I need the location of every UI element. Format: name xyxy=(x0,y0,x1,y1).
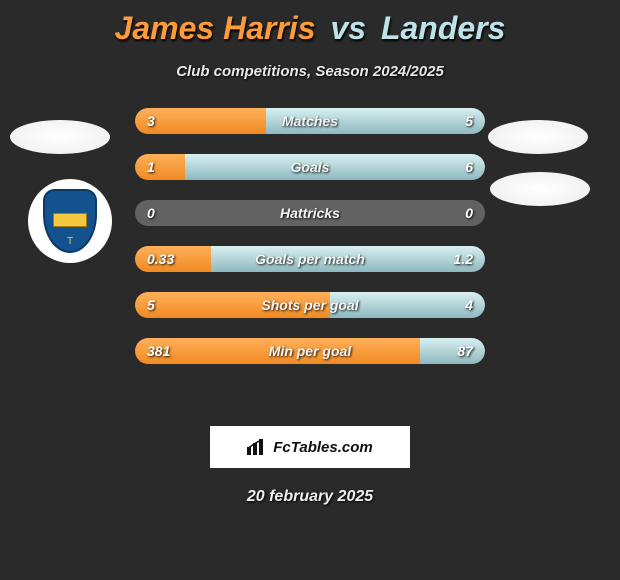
fctables-text: FcTables.com xyxy=(273,439,372,456)
player2-name: Landers xyxy=(381,10,505,46)
page-title: James Harris vs Landers xyxy=(0,10,620,47)
metric-label: Min per goal xyxy=(135,338,485,364)
stat-row: 0.331.2Goals per match xyxy=(135,246,485,272)
player1-name: James Harris xyxy=(115,10,316,46)
stat-row: 38187Min per goal xyxy=(135,338,485,364)
metric-label: Goals xyxy=(135,154,485,180)
metric-label: Goals per match xyxy=(135,246,485,272)
metric-label: Matches xyxy=(135,108,485,134)
metric-label: Shots per goal xyxy=(135,292,485,318)
metric-label: Hattricks xyxy=(135,200,485,226)
player2-club-placeholder xyxy=(490,172,590,206)
player1-club-crest xyxy=(28,179,112,263)
crest-icon xyxy=(43,189,97,253)
vs-text: vs xyxy=(330,10,366,46)
bars-icon xyxy=(247,439,267,455)
subtitle: Club competitions, Season 2024/2025 xyxy=(0,63,620,80)
stat-row: 35Matches xyxy=(135,108,485,134)
date-label: 20 february 2025 xyxy=(0,488,620,506)
bars-container: 35Matches 16Goals 00Hattricks 0.331.2Goals … xyxy=(135,108,485,384)
player2-photo-placeholder xyxy=(488,120,588,154)
player1-photo-placeholder xyxy=(10,120,110,154)
fctables-logo: FcTables.com xyxy=(210,426,410,468)
stat-row: 54Shots per goal xyxy=(135,292,485,318)
stat-row: 16Goals xyxy=(135,154,485,180)
stat-row: 00Hattricks xyxy=(135,200,485,226)
